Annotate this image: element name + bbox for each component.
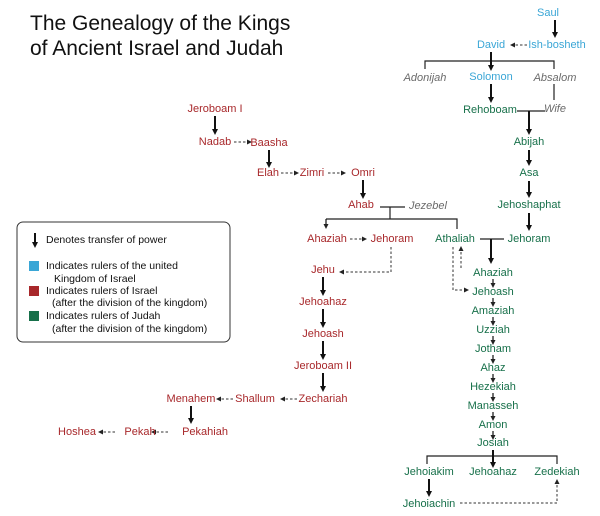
ruler-ahab: Ahab (348, 199, 374, 211)
ruler-jehoram-judah: Jehoram (508, 233, 551, 245)
connectors (98, 20, 560, 504)
ruler-ahaziah-judah: Ahaziah (473, 267, 513, 279)
ruler-asa: Asa (520, 167, 540, 179)
ruler-jotham: Jotham (475, 343, 511, 355)
title-line-2: of Ancient Israel and Judah (30, 37, 283, 60)
judah-swatch (29, 311, 39, 321)
ruler-shallum: Shallum (235, 393, 275, 405)
person-wife: Wife (544, 103, 566, 115)
ruler-athaliah: Athaliah (435, 233, 475, 245)
ruler-omri: Omri (351, 167, 375, 179)
ruler-david: David (477, 39, 505, 51)
ruler-abijah: Abijah (514, 136, 545, 148)
ruler-pekahiah: Pekahiah (182, 426, 228, 438)
ruler-jeroboam-i: Jeroboam I (187, 103, 242, 115)
ruler-menahem: Menahem (167, 393, 216, 405)
legend-box (16, 221, 231, 343)
ruler-manasseh: Manasseh (468, 400, 519, 412)
ruler-hoshea: Hoshea (58, 426, 97, 438)
ruler-jehu: Jehu (311, 264, 335, 276)
ruler-ahaziah-israel: Ahaziah (307, 233, 347, 245)
ruler-amaziah: Amaziah (472, 305, 515, 317)
legend-israel-1: Indicates rulers of Israel (46, 285, 157, 297)
person-jezebel: Jezebel (408, 200, 447, 212)
ruler-solomon: Solomon (469, 71, 512, 83)
ruler-zechariah: Zechariah (299, 393, 348, 405)
ruler-uzziah: Uzziah (476, 324, 510, 336)
person-adonijah: Adonijah (403, 72, 447, 84)
ruler-ahaz: Ahaz (480, 362, 505, 374)
ruler-jehoahaz-judah: Jehoahaz (469, 466, 517, 478)
ruler-elah: Elah (257, 167, 279, 179)
ruler-jehoshaphat: Jehoshaphat (498, 199, 561, 211)
ruler-jehoiakim: Jehoiakim (404, 466, 454, 478)
legend-judah-1: Indicates rulers of Judah (46, 310, 161, 322)
ruler-jehoahaz-israel: Jehoahaz (299, 296, 347, 308)
ruler-pekah: Pekah (124, 426, 155, 438)
legend-arrow-label: Denotes transfer of power (46, 234, 167, 246)
ruler-amon: Amon (479, 419, 508, 431)
ruler-ish-bosheth: Ish-bosheth (528, 39, 585, 51)
ruler-jehoash-judah: Jehoash (472, 286, 514, 298)
united-swatch (29, 261, 39, 271)
ruler-josiah: Josiah (477, 437, 509, 449)
title-line-1: The Genealogy of the Kings (30, 12, 290, 35)
ruler-jehoram-israel: Jehoram (371, 233, 414, 245)
ruler-nadab: Nadab (199, 136, 231, 148)
ruler-hezekiah: Hezekiah (470, 381, 516, 393)
ruler-jehoash-israel: Jehoash (302, 328, 344, 340)
israel-swatch (29, 286, 39, 296)
person-absalom: Absalom (533, 72, 577, 84)
ruler-saul: Saul (537, 7, 559, 19)
legend-united-1: Indicates rulers of the united (46, 260, 178, 272)
ruler-jehoiachin: Jehoiachin (403, 498, 456, 510)
ruler-zedekiah: Zedekiah (534, 466, 579, 478)
legend-judah-2: (after the division of the kingdom) (52, 323, 207, 335)
ruler-rehoboam: Rehoboam (463, 104, 517, 116)
ruler-zimri: Zimri (300, 167, 324, 179)
ruler-baasha: Baasha (250, 137, 288, 149)
ruler-jeroboam-ii: Jeroboam II (294, 360, 352, 372)
legend: Denotes transfer of power Indicates rule… (16, 221, 231, 343)
legend-united-2: Kingdom of Israel (54, 273, 136, 285)
legend-israel-2: (after the division of the kingdom) (52, 297, 207, 309)
